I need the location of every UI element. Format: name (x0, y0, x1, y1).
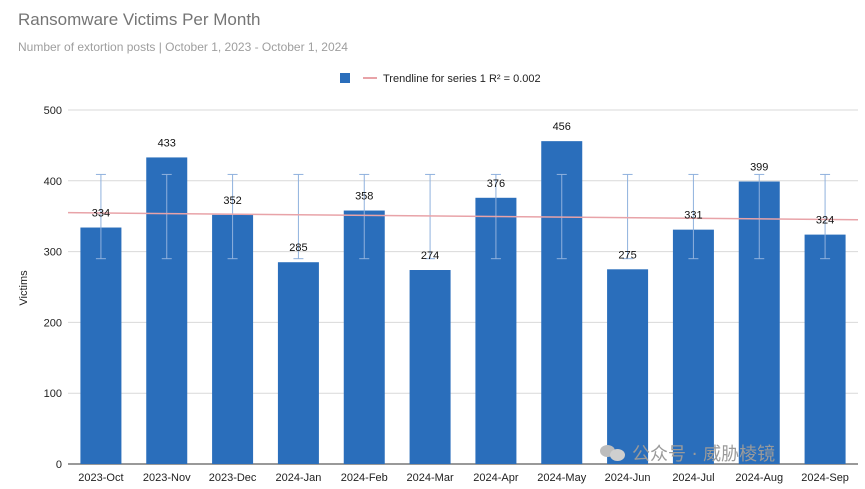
data-label: 456 (553, 121, 571, 133)
y-tick-label: 200 (44, 317, 62, 329)
data-label: 331 (684, 210, 702, 222)
trendline-group (67, 211, 859, 221)
data-label: 274 (421, 250, 439, 262)
y-tick-label: 500 (44, 105, 62, 117)
data-label: 352 (223, 195, 241, 207)
wechat-icon (600, 443, 626, 463)
bar (607, 269, 649, 464)
x-tick-label: 2024-May (537, 472, 586, 484)
watermark: 公众号 · 威胁棱镜 (600, 440, 775, 466)
bar (672, 229, 714, 464)
legend-swatch-bars (340, 73, 350, 83)
gridlines (68, 109, 858, 465)
legend: Trendline for series 1 R² = 0.002 (340, 73, 541, 85)
chart-subtitle: Number of extortion posts | October 1, 2… (18, 40, 348, 54)
y-tick-label: 300 (44, 247, 62, 259)
y-tick-label: 100 (44, 388, 62, 400)
x-tick-label: 2024-Apr (473, 472, 519, 484)
x-tick-label: 2024-Jul (672, 472, 714, 484)
data-label: 399 (750, 162, 768, 174)
watermark-text: 公众号 · 威胁棱镜 (632, 444, 776, 465)
data-labels: 334 433 352 285 358 274 376 456 275 331 399 324 (92, 121, 835, 262)
y-tick-label: 0 (56, 459, 62, 471)
x-tick-label: 2024-Jan (275, 472, 321, 484)
bar (277, 262, 319, 464)
bar (409, 270, 451, 464)
chart-title: Ransomware Victims Per Month (18, 10, 261, 29)
x-tick-label: 2023-Nov (143, 472, 191, 484)
data-label: 358 (355, 191, 373, 203)
bar (804, 234, 846, 464)
x-tick-label: 2024-Sep (801, 472, 849, 484)
y-axis-ticks: 0 100 200 300 400 500 (44, 105, 62, 471)
x-tick-label: 2024-Mar (407, 472, 454, 484)
data-label: 275 (618, 249, 636, 261)
x-tick-label: 2024-Feb (341, 472, 388, 484)
data-label: 285 (289, 242, 307, 254)
data-label: 324 (816, 215, 834, 227)
bar (80, 227, 122, 464)
data-label: 433 (158, 137, 176, 149)
y-tick-label: 400 (44, 176, 62, 188)
trendline (67, 211, 859, 221)
x-tick-label: 2023-Oct (78, 472, 123, 484)
x-tick-label: 2024-Aug (735, 472, 783, 484)
x-tick-label: 2023-Dec (209, 472, 257, 484)
y-axis-label: Victims (18, 270, 30, 306)
legend-label-trendline: Trendline for series 1 R² = 0.002 (383, 73, 541, 85)
x-axis-ticks: 2023-Oct 2023-Nov 2023-Dec 2024-Jan 2024-Feb… (78, 472, 849, 484)
data-label: 334 (92, 208, 110, 220)
bars (80, 141, 846, 465)
x-tick-label: 2024-Jun (605, 472, 651, 484)
data-label: 376 (487, 178, 505, 190)
